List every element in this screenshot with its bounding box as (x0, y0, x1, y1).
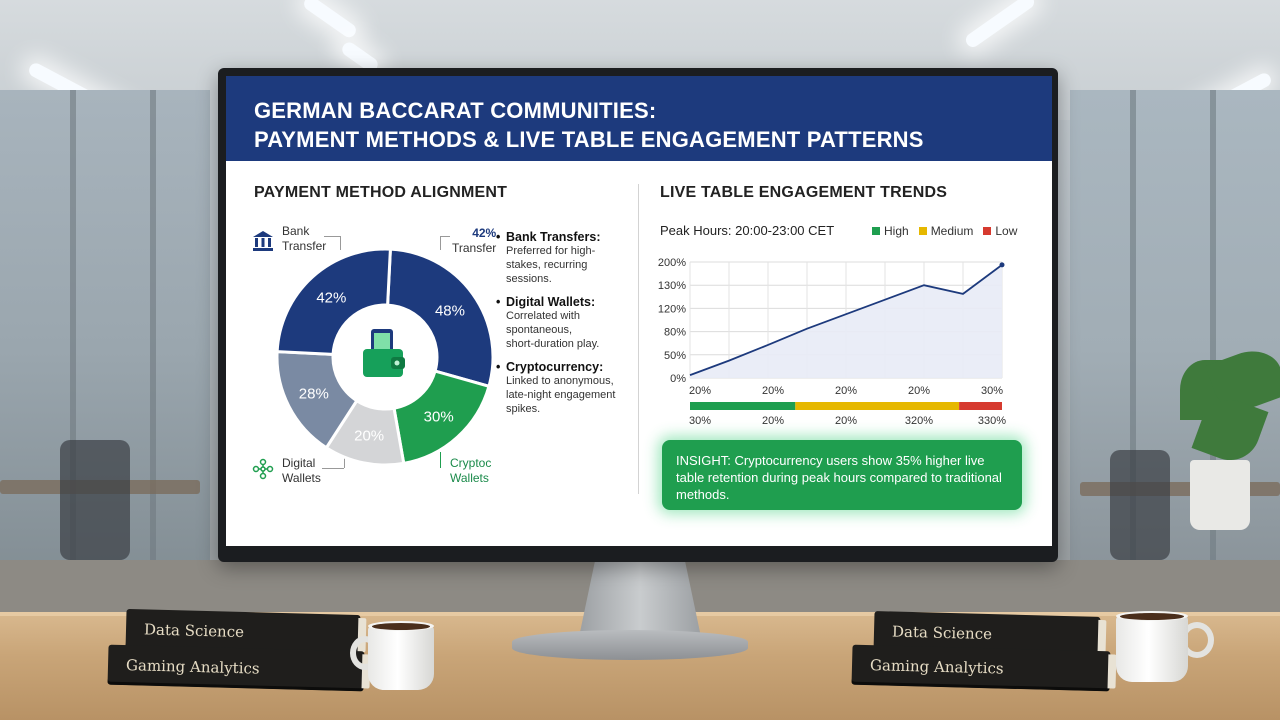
engagement-legend: High Medium Low (872, 224, 1017, 238)
legend-medium: Medium (918, 224, 973, 238)
intensity-band-segment-2 (959, 402, 1002, 410)
donut-slice-4 (275, 247, 392, 356)
y-tick-label: 130% (658, 280, 686, 292)
payment-donut-chart: 48% 30% 20% 28% 42% (275, 247, 495, 467)
peak-hours-label: Peak Hours: 20:00-23:00 CET (660, 223, 835, 238)
x-tick-label: 20% (689, 385, 711, 397)
donut-slice-label-0: 48% (435, 302, 465, 319)
y-tick-label: 0% (670, 373, 686, 385)
dashboard-header: GERMAN BACCARAT COMMUNITIES: PAYMENT MET… (226, 76, 1052, 161)
x-tick-label: 30% (981, 385, 1003, 397)
payment-insights-list: Bank Transfers: Preferred for high- stak… (496, 230, 646, 425)
bank-icon (253, 231, 273, 251)
engagement-area (690, 264, 1002, 378)
network-icon (252, 458, 274, 480)
monitor-screen: GERMAN BACCARAT COMMUNITIES: PAYMENT MET… (226, 76, 1052, 546)
callout-line (322, 468, 344, 469)
donut-slice-label-2: 20% (354, 427, 384, 444)
donut-slice-label-3: 28% (299, 385, 329, 402)
donut-slice-label-4: 42% (316, 290, 346, 307)
background-chair (60, 440, 130, 560)
dashboard-title-line-1: GERMAN BACCARAT COMMUNITIES: (254, 98, 657, 123)
monitor-stand (579, 560, 701, 636)
donut-slice-label-1: 30% (424, 408, 454, 425)
legend-high-swatch (872, 227, 880, 235)
intensity-band-segment-0 (690, 402, 796, 410)
callout-line (344, 452, 345, 468)
y-tick-label: 80% (664, 327, 686, 339)
y-tick-label: 120% (658, 303, 686, 315)
band-label: 30% (689, 415, 711, 427)
monitor-stand-base (512, 630, 748, 660)
transfer-label: 42% Transfer (452, 226, 497, 255)
legend-medium-swatch (918, 227, 927, 235)
band-label: 20% (835, 415, 857, 427)
payment-method-title: PAYMENT METHOD ALIGNMENT (254, 184, 508, 201)
legend-high: High (872, 224, 909, 238)
legend-low: Low (983, 224, 1017, 238)
y-tick-label: 50% (664, 350, 686, 362)
bullet-bank-transfers: Bank Transfers: Preferred for high- stak… (496, 230, 646, 286)
callout-line (324, 236, 340, 237)
band-label: 20% (762, 415, 784, 427)
panel-divider (638, 184, 639, 494)
donut-slice-0 (386, 247, 495, 389)
crypto-wallets-label: Cryptoc Wallets (450, 456, 492, 485)
x-tick-label: 20% (835, 385, 857, 397)
bullet-cryptocurrency: Cryptocurrency: Linked to anonymous, lat… (496, 360, 646, 416)
callout-line (440, 236, 450, 237)
wallet-phone-icon (363, 329, 405, 377)
engagement-line (689, 264, 1003, 376)
callout-line (440, 236, 441, 250)
coffee-cup-left (368, 621, 434, 690)
dashboard-title-line-2: PAYMENT METHODS & LIVE TABLE ENGAGEMENT … (254, 127, 924, 152)
x-tick-label: 20% (908, 385, 930, 397)
callout-line (340, 236, 341, 250)
engagement-end-point (999, 262, 1005, 268)
digital-wallets-label: Digital Wallets (282, 456, 321, 485)
band-label: 320% (905, 415, 933, 427)
plant-pot (1190, 460, 1250, 530)
coffee-cup-right (1116, 611, 1188, 682)
book-gaming-analytics-left: Gaming Analytics (107, 644, 371, 692)
insight-box: INSIGHT: Cryptocurrency users show 35% h… (662, 440, 1022, 510)
x-tick-label: 20% (762, 385, 784, 397)
intensity-band-segment-1 (795, 402, 960, 410)
callout-line (440, 452, 441, 468)
engagement-trends-title: LIVE TABLE ENGAGEMENT TRENDS (660, 184, 948, 201)
book-gaming-analytics-right: Gaming Analytics (851, 644, 1117, 692)
y-tick-label: 200% (658, 257, 686, 269)
bank-transfer-label: Bank Transfer (282, 224, 327, 253)
engagement-line-chart: 200%130%120%80%50%0%20% 20% 20% 20% 30%30% 20… (658, 257, 1006, 427)
window-right (1070, 90, 1280, 610)
band-label: 330% (978, 415, 1006, 427)
background-chair (1110, 450, 1170, 560)
monitor-chin (226, 546, 1052, 558)
legend-low-swatch (983, 227, 992, 235)
bullet-digital-wallets: Digital Wallets: Correlated with spontan… (496, 295, 646, 351)
